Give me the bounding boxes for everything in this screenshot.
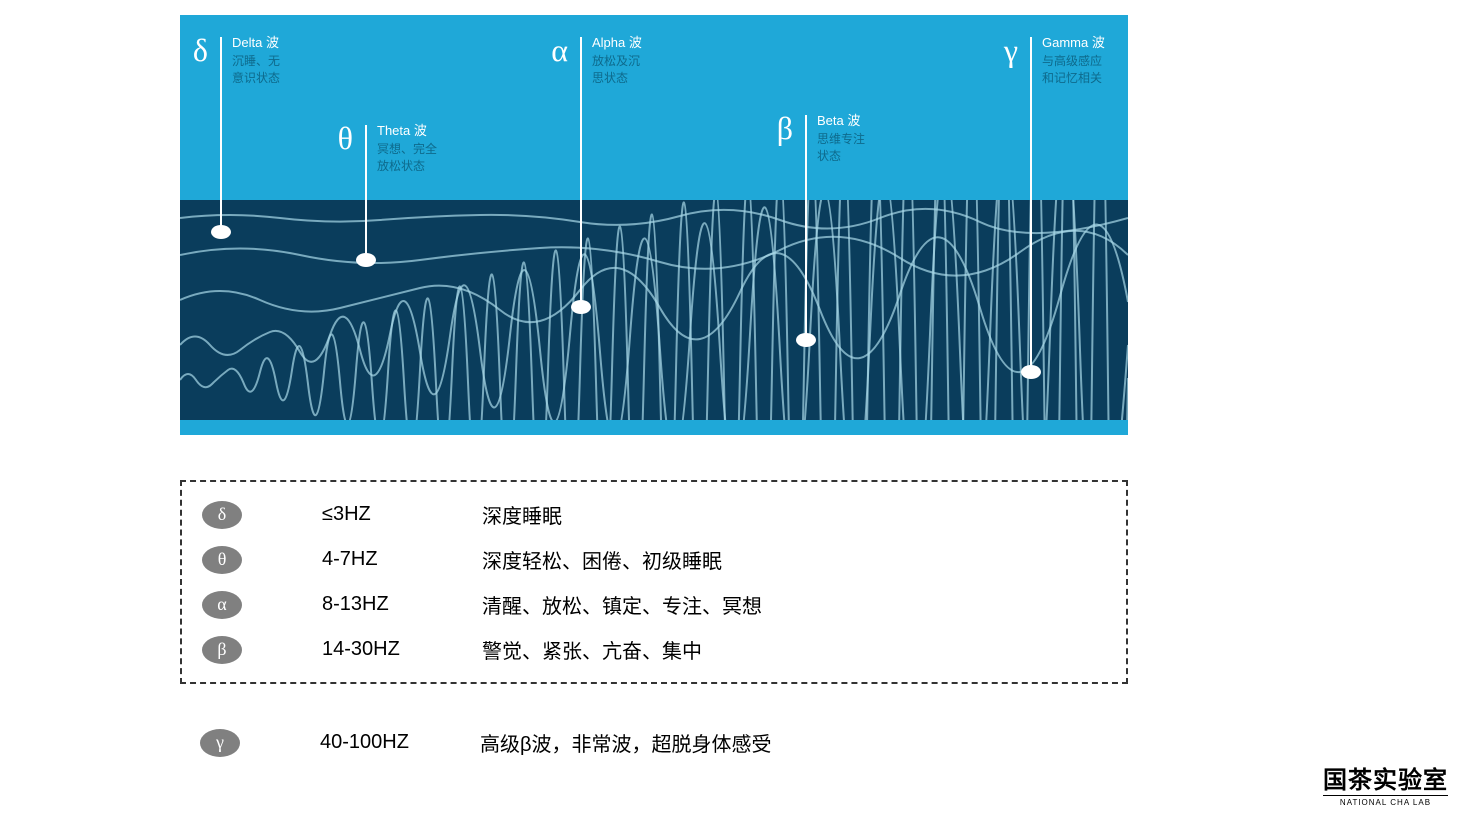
wave-badge: β [202,636,242,664]
wave-desc: 深度睡眠 [482,500,1106,529]
brainwave-diagram: δ Delta 波沉睡、无意识状态 θ Theta 波冥想、完全放松状态 α Alpha … [180,15,1128,435]
marker-title: Beta 波 [817,110,937,129]
table-row: δ≤3HZ深度睡眠 [182,492,1126,537]
marker-symbol: γ [1004,32,1018,69]
marker-dot [796,333,816,347]
marker-desc-1: 冥想、完全 [377,141,497,158]
logo-sub: NATIONAL CHA LAB [1323,795,1448,807]
marker-symbol: β [777,110,793,147]
marker-desc-2: 思状态 [592,70,712,87]
wave-desc: 警觉、紧张、亢奋、集中 [482,635,1106,664]
wave-lines [180,200,1128,420]
wave-desc: 清醒、放松、镇定、专注、冥想 [482,590,1106,619]
marker-dot [211,225,231,239]
marker-desc-1: 沉睡、无 [232,53,352,70]
wave-badge: θ [202,546,242,574]
marker-dot [571,300,591,314]
logo: 国茶实验室 NATIONAL CHA LAB [1323,760,1448,807]
wave-freq: 8-13HZ [242,593,482,616]
marker-line [220,37,222,232]
wave-desc: 高级β波，非常波，超脱身体感受 [480,728,1108,757]
marker-dot [356,253,376,267]
wave-freq: 40-100HZ [240,731,480,754]
marker-title: Alpha 波 [592,32,712,51]
marker-desc-2: 意识状态 [232,70,352,87]
marker-desc-1: 与高级感应 [1042,53,1162,70]
wave-badge: α [202,591,242,619]
marker-desc-1: 思维专注 [817,131,937,148]
marker-symbol: α [551,32,568,69]
marker-desc-2: 状态 [817,148,937,165]
marker-title: Theta 波 [377,120,497,139]
brainwave-table: δ≤3HZ深度睡眠θ4-7HZ深度轻松、困倦、初级睡眠α8-13HZ清醒、放松、… [180,480,1128,684]
marker-desc-2: 和记忆相关 [1042,70,1162,87]
marker-desc-1: 放松及沉 [592,53,712,70]
wave-badge-gamma: γ [200,729,240,757]
wave-desc: 深度轻松、困倦、初级睡眠 [482,545,1106,574]
marker-title: Gamma 波 [1042,32,1162,51]
wave-badge: δ [202,501,242,529]
marker-line [580,37,582,307]
marker-label: Gamma 波与高级感应和记忆相关 [1042,32,1162,87]
table-row: β14-30HZ警觉、紧张、亢奋、集中 [182,627,1126,672]
marker-title: Delta 波 [232,32,352,51]
marker-label: Alpha 波放松及沉思状态 [592,32,712,87]
marker-dot [1021,365,1041,379]
marker-label: Theta 波冥想、完全放松状态 [377,120,497,175]
logo-main: 国茶实验室 [1323,760,1448,795]
wave-freq: 14-30HZ [242,638,482,661]
wave-freq: 4-7HZ [242,548,482,571]
marker-line [365,125,367,260]
marker-line [805,115,807,340]
marker-symbol: δ [193,32,208,69]
table-row: α8-13HZ清醒、放松、镇定、专注、冥想 [182,582,1126,627]
marker-label: Beta 波思维专注状态 [817,110,937,165]
marker-line [1030,37,1032,372]
marker-symbol: θ [338,120,353,157]
wave-freq: ≤3HZ [242,503,482,526]
marker-desc-2: 放松状态 [377,158,497,175]
table-row: θ4-7HZ深度轻松、困倦、初级睡眠 [182,537,1126,582]
diagram-footer [180,420,1128,435]
table-extra-row: γ 40-100HZ 高级β波，非常波，超脱身体感受 [180,720,1128,765]
marker-label: Delta 波沉睡、无意识状态 [232,32,352,87]
